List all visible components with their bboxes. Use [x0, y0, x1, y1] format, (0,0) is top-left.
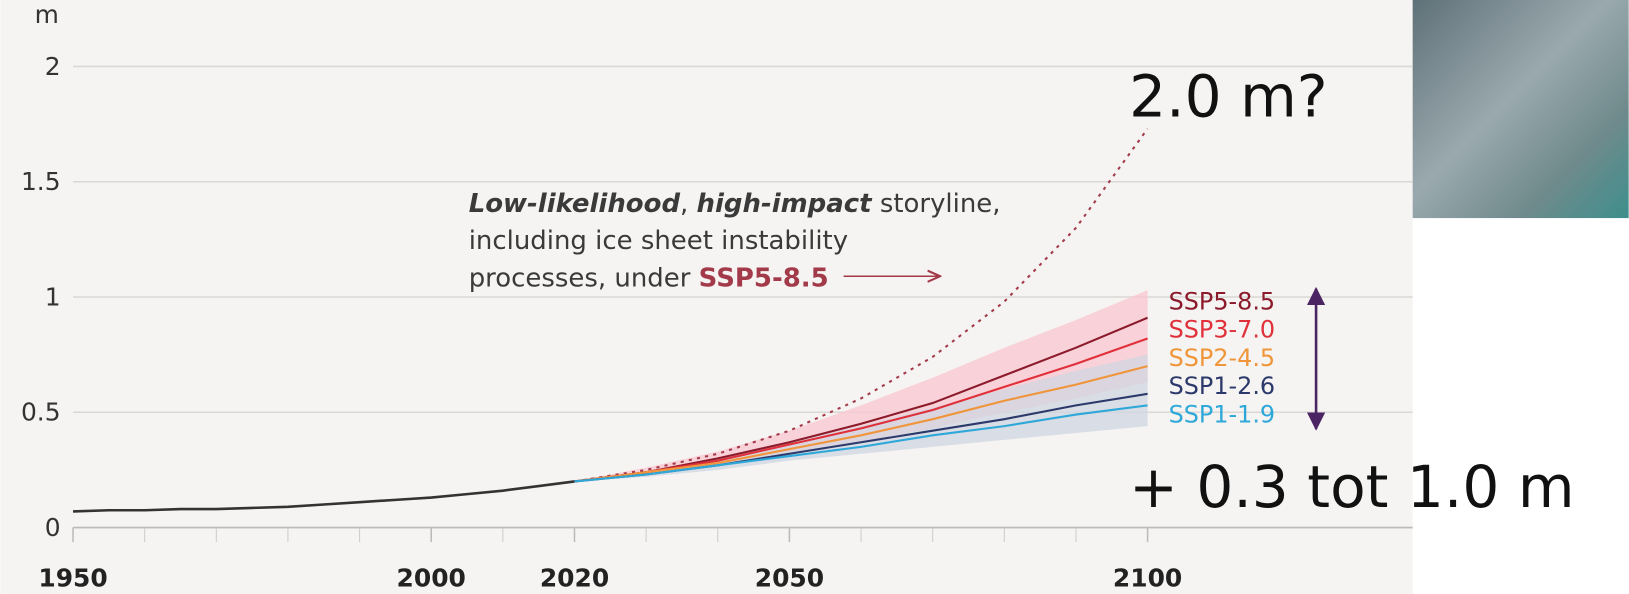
annotation: Low-likelihood, high-impact storyline,: [469, 189, 1001, 219]
y-unit: m: [35, 0, 59, 29]
y-tick-label: 2: [45, 52, 61, 81]
annotation: including ice sheet instability: [469, 226, 848, 256]
legend-label: SSP1-2.6: [1169, 372, 1275, 400]
y-tick-label: 1.5: [21, 167, 61, 196]
chart: 00.511.5219502000202020502100SSP5-8.5SSP…: [0, 0, 1629, 594]
annotation-part: high-impact: [697, 189, 874, 219]
legend-label: SSP3-7.0: [1169, 316, 1275, 344]
callout: + 0.3 tot 1.0 m: [1129, 453, 1574, 521]
annotation-part: processes, under: [469, 264, 699, 294]
y-tick-label: 0: [45, 513, 61, 542]
legend-label: SSP1-1.9: [1169, 400, 1275, 428]
annotation-part: SSP5-8.5: [699, 264, 829, 294]
callout: 2.0 m?: [1129, 62, 1327, 130]
annotation-part: storyline,: [872, 189, 1001, 219]
x-tick-label: 1950: [38, 564, 107, 593]
annotation-part: Low-likelihood: [469, 189, 681, 219]
x-tick-label: 2020: [540, 564, 609, 593]
x-tick-label: 2050: [755, 564, 824, 593]
x-tick-label: 2100: [1113, 564, 1182, 593]
y-tick-label: 0.5: [21, 398, 61, 427]
legend-label: SSP2-4.5: [1169, 344, 1275, 372]
annotation-part: ,: [680, 189, 697, 219]
annotation: processes, under SSP5-8.5: [469, 264, 829, 294]
glacier-photo: [1413, 0, 1629, 218]
x-tick-label: 2000: [397, 564, 466, 593]
legend-label: SSP5-8.5: [1169, 287, 1275, 315]
y-tick-label: 1: [45, 282, 61, 311]
page: {"chart_data": { "type": "line", "unit":…: [0, 0, 1629, 594]
